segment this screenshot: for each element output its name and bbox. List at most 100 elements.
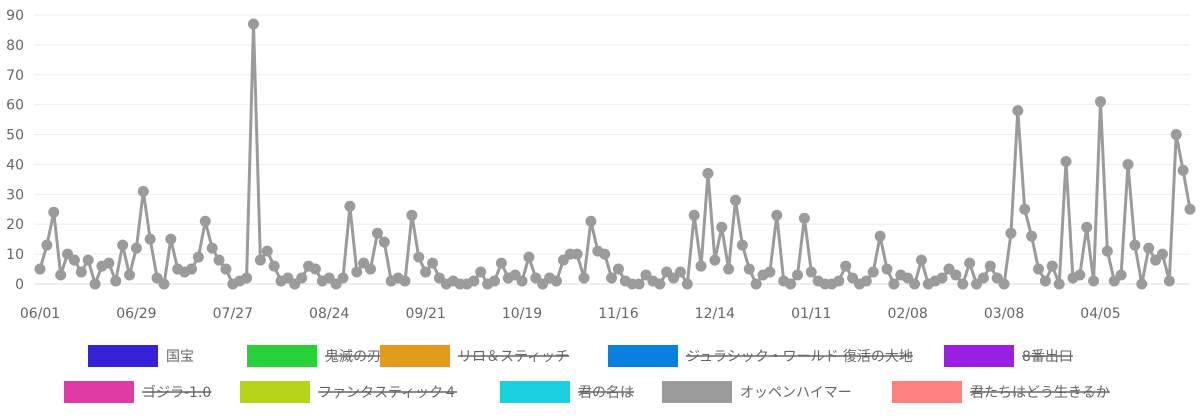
data-point[interactable] [309, 263, 321, 275]
data-point[interactable] [764, 266, 776, 278]
data-point[interactable] [1094, 96, 1106, 108]
data-point[interactable] [1033, 263, 1045, 275]
data-point[interactable] [192, 251, 204, 263]
data-point[interactable] [89, 278, 101, 290]
data-point[interactable] [378, 236, 390, 248]
data-point[interactable] [840, 260, 852, 272]
data-point[interactable] [55, 269, 67, 281]
data-point[interactable] [750, 278, 762, 290]
data-point[interactable] [495, 257, 507, 269]
data-point[interactable] [681, 278, 693, 290]
data-point[interactable] [1005, 227, 1017, 239]
data-point[interactable] [344, 200, 356, 212]
data-point[interactable] [130, 242, 142, 254]
data-point[interactable] [296, 272, 308, 284]
data-point[interactable] [709, 254, 721, 266]
data-point[interactable] [805, 266, 817, 278]
data-point[interactable] [798, 212, 810, 224]
data-point[interactable] [1122, 158, 1134, 170]
data-point[interactable] [909, 278, 921, 290]
data-point[interactable] [633, 278, 645, 290]
legend-item[interactable]: 8番出口 [944, 345, 1073, 367]
data-point[interactable] [736, 239, 748, 251]
legend-item[interactable]: 国宝 [88, 345, 194, 367]
data-point[interactable] [34, 263, 46, 275]
data-point[interactable] [468, 275, 480, 287]
legend-item[interactable]: 鬼滅の刃 [247, 345, 381, 367]
data-point[interactable] [888, 278, 900, 290]
data-point[interactable] [523, 251, 535, 263]
data-point[interactable] [1012, 105, 1024, 117]
data-point[interactable] [791, 269, 803, 281]
data-point[interactable] [1170, 129, 1182, 141]
data-point[interactable] [578, 272, 590, 284]
data-point[interactable] [1053, 278, 1065, 290]
data-point[interactable] [413, 251, 425, 263]
data-point[interactable] [213, 254, 225, 266]
data-point[interactable] [488, 275, 500, 287]
legend-item[interactable]: ジュラシック・ワールド 復活の大地 [608, 345, 913, 367]
data-point[interactable] [571, 248, 583, 260]
data-point[interactable] [371, 227, 383, 239]
data-point[interactable] [165, 233, 177, 245]
data-point[interactable] [964, 257, 976, 269]
data-point[interactable] [144, 233, 156, 245]
data-point[interactable] [247, 18, 259, 30]
data-point[interactable] [977, 272, 989, 284]
data-point[interactable] [158, 278, 170, 290]
data-point[interactable] [420, 266, 432, 278]
data-point[interactable] [702, 167, 714, 179]
data-point[interactable] [723, 263, 735, 275]
data-point[interactable] [254, 254, 266, 266]
data-point[interactable] [716, 221, 728, 233]
data-point[interactable] [103, 257, 115, 269]
data-point[interactable] [124, 269, 136, 281]
legend-item[interactable]: ファンタスティック４ [240, 381, 458, 403]
legend-item[interactable]: オッペンハイマー [662, 381, 852, 403]
data-point[interactable] [957, 278, 969, 290]
data-point[interactable] [1101, 245, 1113, 257]
data-point[interactable] [82, 254, 94, 266]
data-point[interactable] [220, 263, 232, 275]
data-point[interactable] [199, 215, 211, 227]
legend[interactable]: 国宝 鬼滅の刃 リロ＆スティッチ ジュラシック・ワールド 復活の大地 8番出口ゴジラ-1… [64, 345, 1110, 403]
data-point[interactable] [936, 272, 948, 284]
data-point[interactable] [599, 248, 611, 260]
data-point[interactable] [337, 272, 349, 284]
data-point[interactable] [241, 272, 253, 284]
data-point[interactable] [1019, 203, 1031, 215]
data-point[interactable] [998, 278, 1010, 290]
data-point[interactable] [1156, 248, 1168, 260]
data-point[interactable] [1184, 203, 1196, 215]
data-point[interactable] [1046, 260, 1058, 272]
data-point[interactable] [406, 209, 418, 221]
data-point[interactable] [1115, 269, 1127, 281]
data-point[interactable] [688, 209, 700, 221]
legend-item[interactable]: 君の名は [500, 381, 634, 403]
data-point[interactable] [1081, 221, 1093, 233]
data-point[interactable] [1060, 155, 1072, 167]
data-point[interactable] [206, 242, 218, 254]
data-point[interactable] [874, 230, 886, 242]
data-point[interactable] [785, 278, 797, 290]
data-point[interactable] [743, 263, 755, 275]
data-point[interactable] [881, 263, 893, 275]
data-point[interactable] [68, 254, 80, 266]
data-point[interactable] [1039, 275, 1051, 287]
data-point[interactable] [1074, 269, 1086, 281]
data-point[interactable] [399, 275, 411, 287]
data-point[interactable] [585, 215, 597, 227]
data-point[interactable] [1143, 242, 1155, 254]
legend-item[interactable]: リロ＆スティッチ [380, 345, 570, 367]
data-point[interactable] [261, 245, 273, 257]
data-point[interactable] [351, 266, 363, 278]
data-point[interactable] [1177, 164, 1189, 176]
data-point[interactable] [867, 266, 879, 278]
data-point[interactable] [48, 206, 60, 218]
data-point[interactable] [654, 278, 666, 290]
legend-item[interactable]: ゴジラ-1.0 [64, 381, 212, 403]
data-point[interactable] [475, 266, 487, 278]
data-point[interactable] [950, 269, 962, 281]
data-point[interactable] [730, 194, 742, 206]
data-point[interactable] [365, 263, 377, 275]
